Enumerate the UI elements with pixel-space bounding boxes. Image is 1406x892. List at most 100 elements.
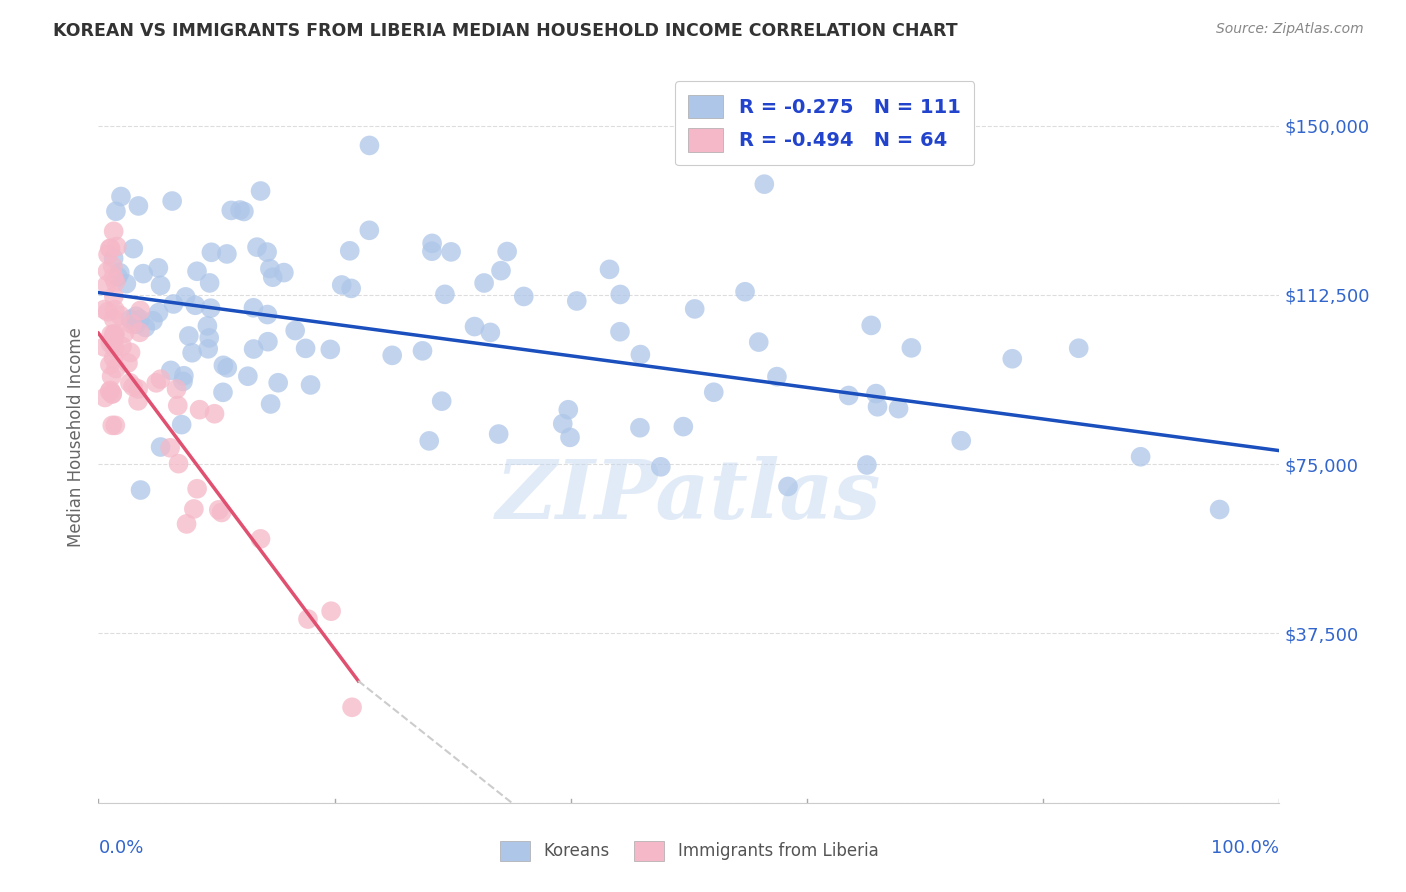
Point [463, 319, 485, 334]
Point [359, 223, 381, 237]
Point [148, 305, 170, 319]
Point [430, 394, 453, 409]
Point [98, 242, 121, 256]
Point [319, 343, 342, 357]
Point [340, 700, 363, 714]
Point [256, 245, 278, 260]
Point [551, 417, 574, 431]
Point [236, 369, 259, 384]
Point [217, 360, 239, 375]
Point [93, 340, 115, 354]
Point [110, 189, 132, 203]
Point [162, 297, 184, 311]
Point [411, 343, 433, 358]
Point [381, 348, 404, 362]
Point [103, 351, 125, 366]
Point [186, 482, 208, 496]
Point [104, 326, 127, 341]
Point [103, 329, 125, 343]
Point [103, 270, 125, 285]
Point [188, 402, 211, 417]
Point [232, 204, 254, 219]
Point [838, 388, 860, 402]
Point [127, 199, 149, 213]
Point [105, 239, 128, 253]
Point [125, 309, 148, 323]
Point [558, 430, 581, 444]
Point [167, 457, 190, 471]
Point [211, 506, 233, 520]
Point [197, 342, 219, 356]
Point [860, 318, 883, 333]
Point [284, 324, 307, 338]
Point [249, 184, 271, 198]
Point [181, 345, 204, 359]
Point [148, 260, 170, 275]
Point [97, 305, 120, 319]
Point [212, 385, 235, 400]
Point [114, 326, 136, 341]
Point [117, 356, 139, 370]
Point [1001, 351, 1024, 366]
Point [108, 266, 131, 280]
Point [489, 263, 512, 277]
Text: KOREAN VS IMMIGRANTS FROM LIBERIA MEDIAN HOUSEHOLD INCOME CORRELATION CHART: KOREAN VS IMMIGRANTS FROM LIBERIA MEDIAN… [53, 22, 957, 40]
Point [340, 281, 363, 295]
Point [496, 244, 519, 259]
Point [172, 375, 194, 389]
Point [103, 341, 125, 355]
Point [339, 244, 361, 258]
Point [166, 382, 188, 396]
Point [100, 242, 122, 256]
Point [257, 334, 280, 349]
Point [103, 327, 125, 342]
Point [104, 275, 127, 289]
Text: 0.0%: 0.0% [98, 839, 143, 857]
Point [249, 532, 271, 546]
Y-axis label: Median Household Income: Median Household Income [66, 327, 84, 547]
Point [100, 336, 122, 351]
Point [267, 376, 290, 390]
Point [142, 314, 165, 328]
Point [128, 326, 150, 340]
Point [129, 483, 152, 497]
Point [101, 333, 124, 347]
Point [609, 325, 631, 339]
Point [96, 264, 118, 278]
Point [120, 312, 142, 326]
Point [359, 138, 381, 153]
Point [100, 369, 122, 384]
Point [186, 264, 208, 278]
Point [118, 376, 141, 390]
Point [121, 317, 143, 331]
Point [418, 434, 440, 448]
Point [107, 269, 129, 284]
Point [198, 331, 221, 345]
Point [229, 202, 252, 217]
Point [703, 385, 725, 400]
Point [513, 289, 536, 303]
Point [200, 301, 222, 315]
Point [101, 386, 124, 401]
Point [125, 317, 148, 331]
Point [174, 290, 197, 304]
Point [120, 345, 142, 359]
Point [479, 326, 502, 340]
Point [198, 276, 221, 290]
Point [127, 382, 149, 396]
Point [103, 289, 125, 303]
Point [104, 204, 127, 219]
Point [488, 427, 510, 442]
Point [108, 308, 131, 322]
Point [97, 247, 120, 261]
Point [149, 372, 172, 386]
Point [100, 327, 122, 342]
Point [628, 348, 651, 362]
Point [672, 419, 695, 434]
Point [262, 270, 284, 285]
Point [98, 358, 121, 372]
Point [159, 363, 181, 377]
Point [628, 421, 651, 435]
Point [173, 368, 195, 383]
Point [259, 397, 281, 411]
